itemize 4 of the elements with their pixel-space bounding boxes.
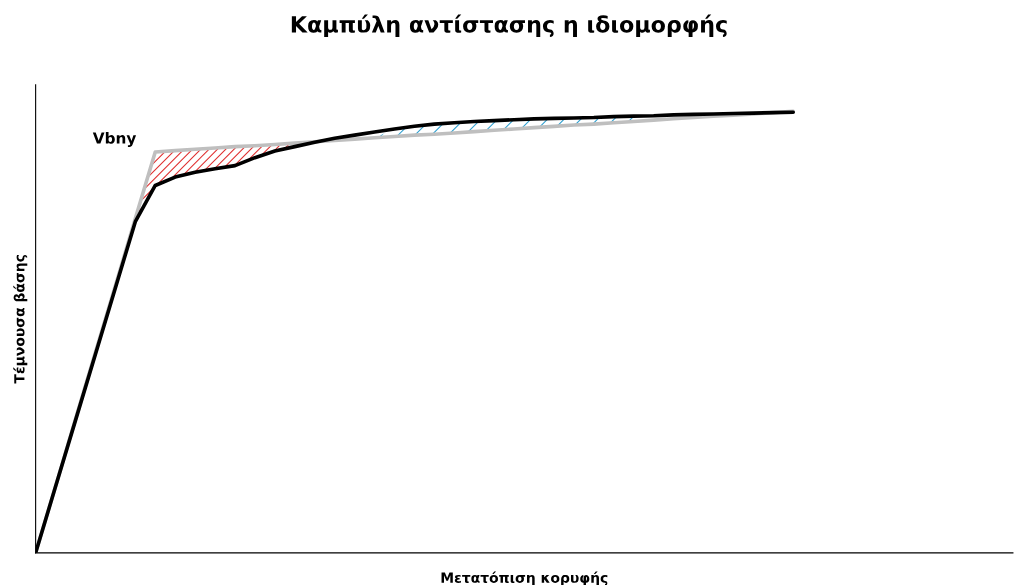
y-axis-title: Τέμνουσα βάσης [13,255,28,384]
annotation: Vbny [92,131,137,147]
chart-title: Καμπύλη αντίστασης η ιδιομορφής [291,14,727,38]
x-axis-title: Μετατόπιση κορυφής [441,571,608,585]
